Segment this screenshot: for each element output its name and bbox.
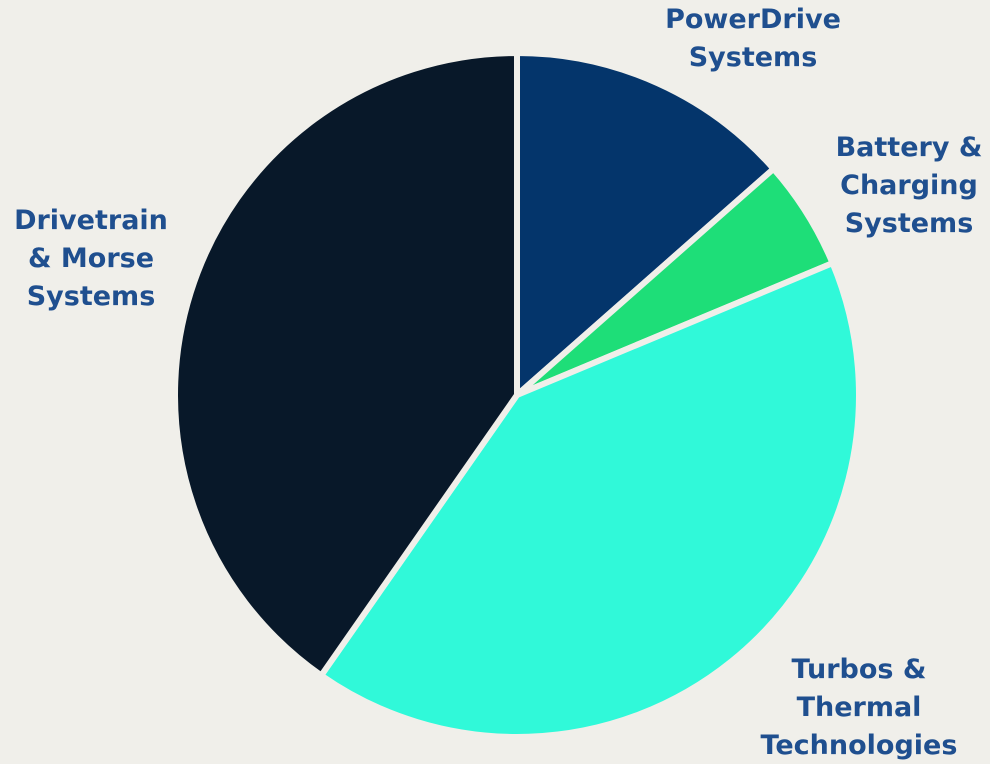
pie-labels: PowerDrive Systems Battery & Charging System… (14, 4, 982, 761)
slice-label-line: & Morse (28, 243, 154, 274)
slice-label-turbos-thermal-technologies: Turbos & Thermal Technologies (761, 654, 958, 761)
pie-slices (172, 50, 862, 740)
slice-label-line: Battery & (836, 132, 983, 163)
slice-label-powerdrive-systems: PowerDrive Systems (665, 4, 841, 73)
slice-turbos-thermal-technologies (318, 260, 862, 740)
slice-label-line: Thermal (797, 692, 922, 723)
slice-label-line: Drivetrain (14, 205, 168, 236)
slice-label-line: Charging (840, 170, 978, 201)
slice-powerdrive-systems (514, 50, 777, 398)
slice-label-line: Systems (845, 208, 974, 239)
slice-label-drivetrain-morse-systems: Drivetrain & Morse Systems (14, 205, 168, 312)
slice-drivetrain-morse-systems (172, 50, 520, 679)
slice-label-line: Technologies (761, 730, 958, 761)
slice-label-line: Turbos & (792, 654, 927, 685)
slice-label-battery-charging-systems: Battery & Charging Systems (836, 132, 983, 239)
slice-label-line: Systems (689, 42, 818, 73)
slice-label-line: PowerDrive (665, 4, 841, 35)
slice-label-line: Systems (27, 281, 156, 312)
